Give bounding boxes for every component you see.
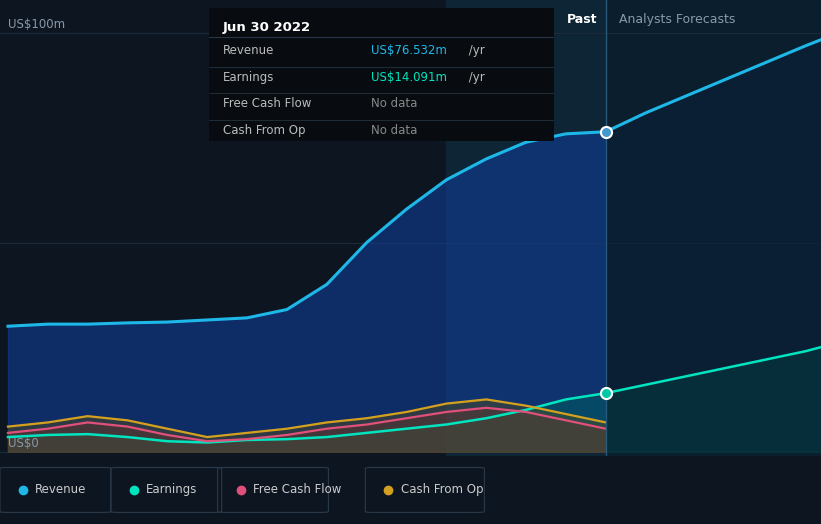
Text: US$0: US$0 <box>8 436 39 450</box>
Text: No data: No data <box>371 97 418 111</box>
Text: Free Cash Flow: Free Cash Flow <box>223 97 311 111</box>
Text: Jun 30 2022: Jun 30 2022 <box>223 21 311 34</box>
Text: /yr: /yr <box>465 44 484 57</box>
Text: /yr: /yr <box>465 71 484 84</box>
Bar <box>0 0 447 456</box>
Text: Analysts Forecasts: Analysts Forecasts <box>618 13 735 26</box>
Text: Past: Past <box>567 13 598 26</box>
Bar <box>447 0 606 456</box>
Text: Free Cash Flow: Free Cash Flow <box>253 484 342 496</box>
Text: US$76.532m: US$76.532m <box>371 44 447 57</box>
Text: No data: No data <box>371 124 418 137</box>
Text: US$14.091m: US$14.091m <box>371 71 447 84</box>
Text: US$100m: US$100m <box>8 18 65 31</box>
Text: Cash From Op: Cash From Op <box>401 484 483 496</box>
Text: Cash From Op: Cash From Op <box>223 124 305 137</box>
Text: Earnings: Earnings <box>146 484 198 496</box>
Text: Revenue: Revenue <box>223 44 274 57</box>
Text: Revenue: Revenue <box>35 484 87 496</box>
Bar <box>606 0 821 456</box>
Text: Earnings: Earnings <box>223 71 274 84</box>
